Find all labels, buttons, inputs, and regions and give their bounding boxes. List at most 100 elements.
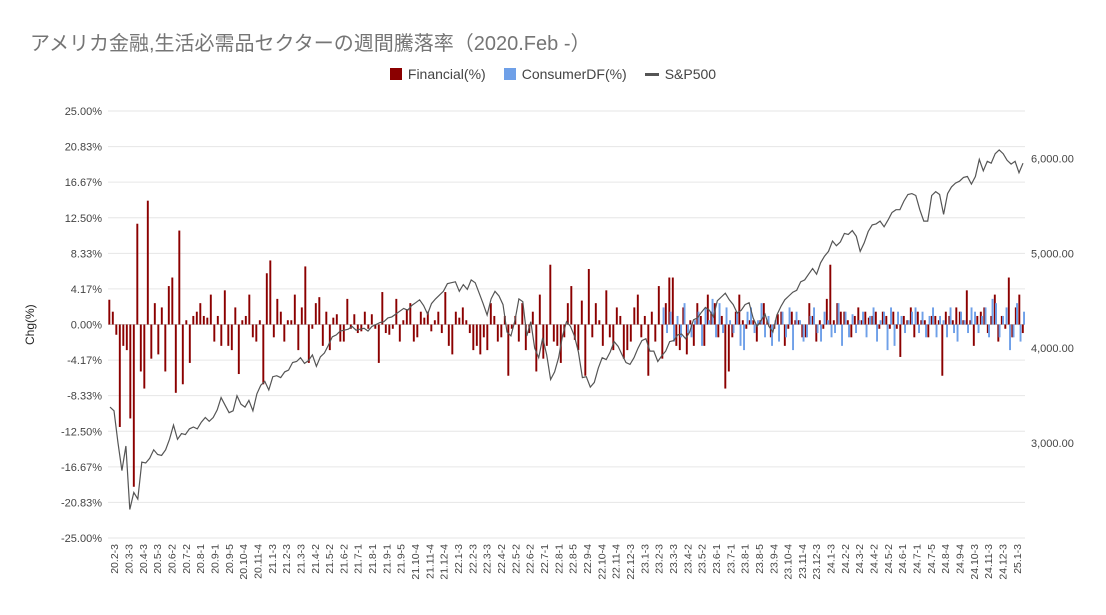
consumer-bar [673, 324, 675, 342]
consumer-bar [708, 320, 710, 325]
financial-bar [206, 317, 209, 325]
legend-item-consumer[interactable]: ConsumerDF(%) [503, 66, 627, 82]
financial-bar [461, 307, 464, 325]
financial-bar [678, 324, 681, 351]
financial-bar [423, 317, 426, 325]
x-tick-label: 23.3-3 [668, 544, 680, 574]
financial-bar [927, 324, 930, 338]
financial-bar [629, 324, 632, 342]
financial-bar [965, 290, 968, 325]
x-tick-label: 20.7-2 [181, 544, 193, 574]
legend-swatch-consumer [503, 68, 516, 80]
financial-bar [615, 307, 618, 325]
x-tick-label: 23.4-2 [682, 544, 694, 574]
y-left-tick-label: 25.00% [65, 106, 103, 118]
financial-bar [787, 324, 790, 329]
x-tick-label: 21.6-2 [338, 544, 350, 574]
financial-bar [902, 315, 905, 325]
x-tick-label: 23.12-3 [811, 544, 823, 580]
legend-item-financial[interactable]: Financial(%) [389, 66, 486, 82]
financial-bar [297, 324, 300, 351]
financial-bar [923, 320, 926, 325]
financial-bar [941, 324, 944, 376]
financial-bar [584, 324, 587, 376]
legend-item-sp500[interactable]: S&P500 [644, 66, 716, 82]
financial-bar [202, 315, 205, 325]
consumer-bar [778, 324, 780, 342]
financial-bar [636, 294, 639, 325]
consumer-bar [690, 324, 693, 338]
financial-bar [377, 324, 380, 363]
y-right-tick-label: 4,000.00 [1031, 343, 1074, 355]
financial-bar [811, 315, 814, 325]
financial-bar [395, 298, 398, 325]
financial-bar [545, 324, 548, 346]
financial-bar [262, 324, 265, 385]
financial-bar [234, 307, 237, 325]
consumer-bar [851, 314, 854, 325]
financial-bar [255, 324, 258, 342]
financial-bar [458, 317, 461, 325]
x-tick-label: 21.8-1 [367, 544, 379, 574]
financial-bar [860, 320, 863, 325]
x-tick-label: 21.5-2 [324, 544, 336, 574]
consumer-bar [925, 324, 927, 338]
financial-bar [580, 300, 583, 325]
consumer-bar [928, 315, 931, 325]
consumer-bar [988, 324, 990, 338]
financial-bar [300, 307, 303, 325]
financial-bar [178, 230, 181, 325]
x-tick-label: 24.1-3 [826, 544, 838, 574]
consumer-bar [687, 324, 689, 334]
financial-bar [843, 311, 846, 325]
financial-bar [248, 294, 251, 325]
consumer-bar [718, 303, 721, 325]
financial-bar [633, 307, 636, 325]
legend-label-financial: Financial(%) [407, 66, 486, 82]
financial-bar [304, 266, 307, 325]
consumer-bar [816, 324, 819, 334]
financial-bar [1021, 324, 1024, 334]
consumer-bar [869, 315, 871, 325]
financial-bar [521, 303, 524, 325]
financial-bar [1011, 324, 1014, 338]
financial-bar [783, 324, 786, 346]
financial-bar [874, 311, 877, 325]
financial-bar [241, 320, 244, 325]
financial-bar [972, 324, 975, 346]
financial-bar [986, 324, 989, 334]
financial-bar [808, 303, 811, 325]
consumer-bar [907, 320, 910, 325]
consumer-bar [806, 324, 808, 338]
financial-bar [650, 311, 653, 325]
financial-bar [937, 320, 940, 325]
x-tick-label: 20.8-1 [195, 544, 207, 574]
financial-bar [741, 320, 744, 325]
financial-bar [328, 324, 331, 351]
financial-bar [150, 324, 153, 359]
financial-bar [612, 324, 615, 351]
financial-bar [549, 264, 552, 325]
financial-bar [160, 307, 163, 325]
consumer-bar [711, 298, 714, 325]
x-tick-label: 24.10-3 [969, 544, 981, 580]
consumer-bar [764, 324, 766, 338]
consumer-bar [862, 311, 864, 325]
financial-bar [416, 324, 419, 338]
consumer-bar [904, 324, 906, 334]
financial-bar [920, 320, 923, 325]
x-tick-label: 22.9-4 [582, 544, 594, 574]
y-left-tick-label: 8.33% [71, 248, 102, 260]
x-tick-label: 24.7-5 [926, 544, 938, 574]
x-tick-label: 21.10-4 [410, 544, 422, 580]
consumer-bar [729, 320, 731, 325]
x-tick-label: 22.12-3 [625, 544, 637, 580]
consumer-bar [736, 311, 738, 325]
financial-bar [752, 320, 755, 325]
financial-bar [136, 223, 139, 325]
financial-bar [955, 307, 958, 325]
financial-bar [517, 324, 520, 342]
financial-bar [951, 320, 954, 325]
financial-bar [790, 311, 793, 325]
consumer-bar [865, 324, 868, 338]
